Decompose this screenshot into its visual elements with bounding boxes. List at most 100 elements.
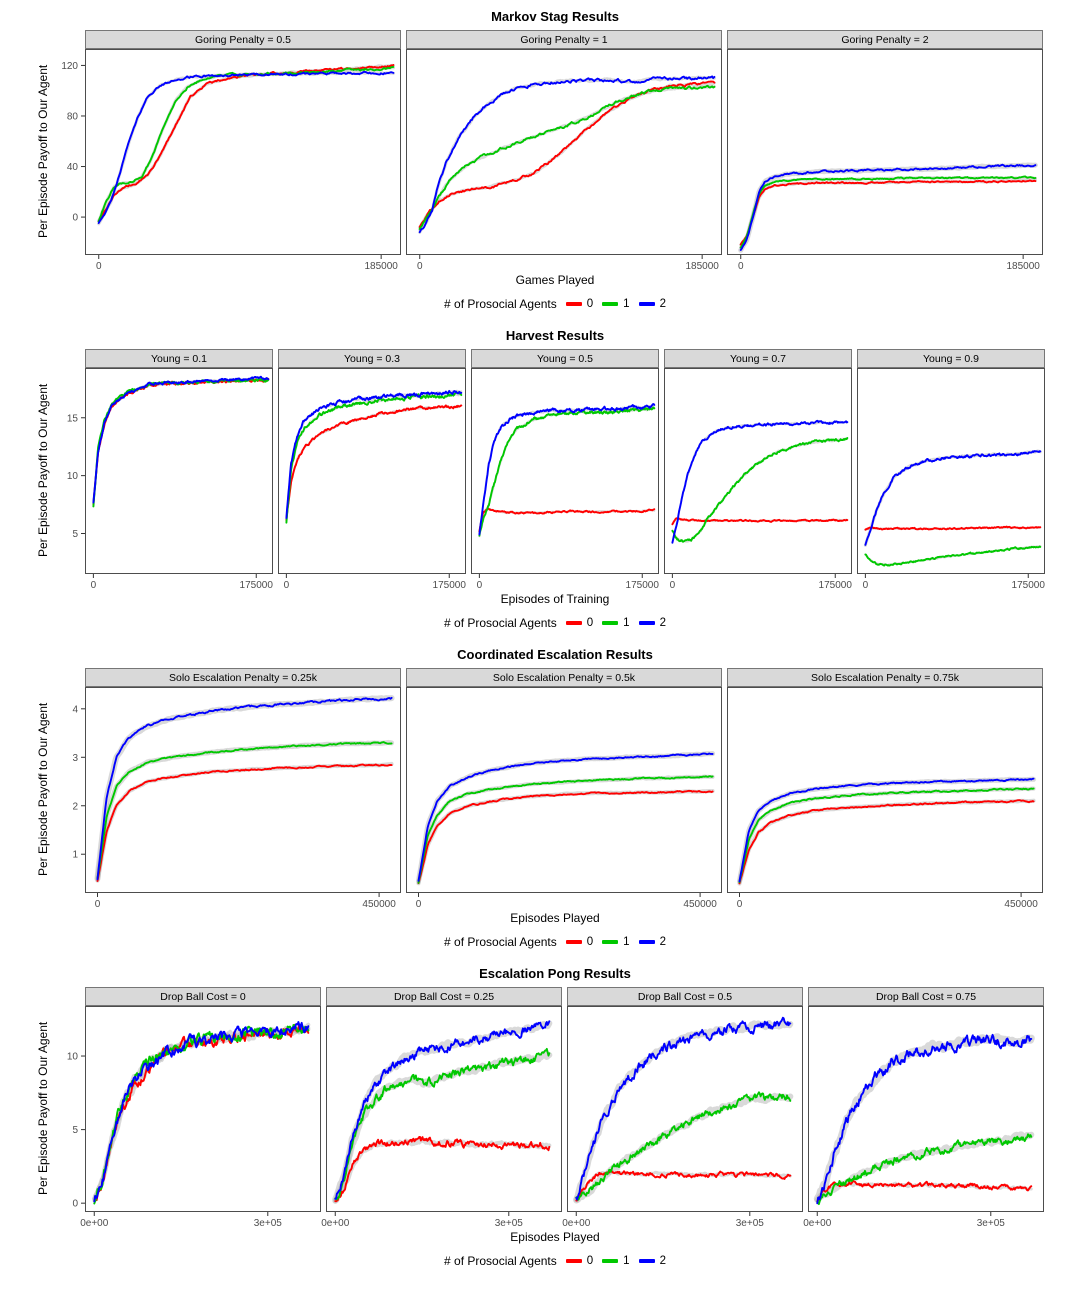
legend-entry: 1 bbox=[602, 617, 630, 629]
figure-title: Coordinated Escalation Results bbox=[457, 647, 653, 662]
y-tick-label: 15 bbox=[67, 413, 79, 424]
x-tick-label: 0e+00 bbox=[321, 1218, 350, 1229]
series-line-1 bbox=[478, 406, 656, 537]
x-tick-label: 3e+05 bbox=[977, 1218, 1006, 1229]
figure-escalation-pong: Escalation Pong Results Per Episode Payo… bbox=[35, 965, 1045, 1270]
series-line-1 bbox=[864, 545, 1042, 567]
x-tick-label: 450000 bbox=[1004, 899, 1038, 910]
x-axis-label: Episodes of Training bbox=[500, 592, 610, 606]
x-tick-label: 0 bbox=[477, 580, 483, 591]
series-line-1 bbox=[417, 775, 714, 884]
series-line-0 bbox=[738, 799, 1035, 885]
figure-title: Markov Stag Results bbox=[491, 9, 619, 24]
legend-entry: 0 bbox=[565, 617, 593, 629]
facet-chart: Solo Escalation Penalty = 0.75k 0 450000 bbox=[727, 668, 1043, 910]
x-tick-label: 0 bbox=[737, 899, 743, 910]
legend-entry: 2 bbox=[638, 936, 666, 948]
y-tick-label: 3 bbox=[72, 753, 78, 764]
x-tick-label: 185000 bbox=[685, 261, 719, 272]
x-tick-label: 175000 bbox=[433, 580, 467, 591]
series-line-2 bbox=[417, 752, 714, 882]
y-tick-label: 10 bbox=[67, 471, 79, 482]
legend-swatch-blue bbox=[638, 1259, 655, 1263]
facet-chart: Young = 0.1 0 175000 bbox=[85, 349, 273, 591]
legend-label: 0 bbox=[586, 298, 594, 310]
facet-strip-label: Young = 0.5 bbox=[537, 353, 593, 365]
legend-swatch-red bbox=[565, 302, 582, 306]
facet-row: 0 5 10 Drop Ball Cost = 0 0e+00 3e+05 Drop Bal… bbox=[51, 987, 1045, 1229]
legend-swatch-blue bbox=[638, 621, 655, 625]
legend: # of Prosocial Agents 0 1 2 bbox=[35, 1252, 1045, 1270]
legend-entry: 0 bbox=[565, 1255, 593, 1267]
legend-entry: 0 bbox=[565, 298, 594, 310]
x-tick-label: 0 bbox=[863, 580, 869, 591]
facet-strip-label: Drop Ball Cost = 0.75 bbox=[876, 991, 976, 1003]
legend-label: 1 bbox=[623, 1255, 630, 1267]
facet-strip-label: Drop Ball Cost = 0.25 bbox=[394, 991, 494, 1003]
series-line-1 bbox=[96, 741, 393, 880]
x-tick-label: 0 bbox=[91, 580, 97, 591]
y-tick-label: 0 bbox=[72, 1199, 78, 1210]
legend-label: 1 bbox=[623, 936, 630, 948]
legend-title: # of Prosocial Agents bbox=[444, 935, 557, 949]
series-line-1 bbox=[575, 1091, 792, 1201]
y-tick-label: 120 bbox=[61, 61, 78, 72]
facet-row: 5 10 15 Young = 0.1 0 175000 Young = 0.3 0 17500… bbox=[51, 349, 1045, 591]
y-axis-ticks: 0 40 80 120 bbox=[61, 61, 85, 224]
facet-strip-label: Goring Penalty = 2 bbox=[841, 34, 928, 46]
series-line-2 bbox=[285, 389, 463, 520]
series-line-0 bbox=[739, 179, 1037, 246]
y-axis-ticks: 5 10 15 bbox=[67, 413, 85, 540]
x-tick-label: 0 bbox=[670, 580, 676, 591]
y-tick-label: 5 bbox=[72, 529, 78, 540]
y-tick-label: 10 bbox=[67, 1052, 79, 1063]
legend-entry: 2 bbox=[638, 298, 666, 310]
legend-title: # of Prosocial Agents bbox=[444, 297, 557, 311]
y-axis-label: Per Episode Payoff to Our Agent bbox=[36, 1021, 50, 1195]
facet-strip-label: Goring Penalty = 0.5 bbox=[195, 34, 291, 46]
y-tick-label: 80 bbox=[67, 111, 79, 122]
legend-entry: 1 bbox=[602, 936, 630, 948]
series-line-1 bbox=[334, 1047, 551, 1201]
x-tick-label: 185000 bbox=[364, 261, 398, 272]
x-tick-label: 450000 bbox=[362, 899, 396, 910]
facet-chart: Goring Penalty = 1 0 185000 bbox=[406, 30, 722, 272]
series-line-1 bbox=[671, 437, 849, 543]
y-axis-label: Per Episode Payoff to Our Agent bbox=[36, 383, 50, 557]
series-line-0 bbox=[575, 1169, 792, 1202]
y-tick-label: 2 bbox=[72, 801, 78, 812]
facet-chart: Drop Ball Cost = 0.75 0e+00 3e+05 bbox=[803, 987, 1044, 1229]
facet-strip-label: Young = 0.3 bbox=[344, 353, 400, 365]
x-tick-label: 0 bbox=[95, 899, 101, 910]
x-tick-label: 0 bbox=[417, 261, 423, 272]
legend-entry: 2 bbox=[638, 1255, 666, 1267]
legend-swatch-red bbox=[565, 621, 582, 625]
facet-chart: Goring Penalty = 2 0 185000 bbox=[727, 30, 1043, 272]
x-tick-label: 0 bbox=[284, 580, 290, 591]
chart-area: Per Episode Payoff to Our Agent 0 5 10 Drop… bbox=[35, 987, 1045, 1229]
series-line-0 bbox=[285, 404, 463, 522]
series-line-0 bbox=[864, 525, 1042, 531]
x-tick-label: 0 bbox=[416, 899, 422, 910]
x-axis-label: Episodes Played bbox=[510, 911, 600, 925]
legend-label: 2 bbox=[659, 936, 666, 948]
facet-row: 1 2 3 4 Solo Escalation Penalty = 0.25k 0 4500… bbox=[51, 668, 1045, 910]
facet-strip-label: Solo Escalation Penalty = 0.75k bbox=[811, 672, 960, 684]
x-tick-label: 175000 bbox=[819, 580, 853, 591]
legend-label: 2 bbox=[659, 1255, 666, 1267]
legend: # of Prosocial Agents 0 1 2 bbox=[35, 295, 1045, 313]
legend-label: 2 bbox=[659, 617, 666, 629]
series-line-2 bbox=[864, 450, 1042, 546]
y-axis-label: Per Episode Payoff to Our Agent bbox=[36, 64, 50, 238]
x-tick-label: 3e+05 bbox=[254, 1218, 283, 1229]
y-axis-ticks: 1 2 3 4 bbox=[72, 704, 85, 861]
legend: # of Prosocial Agents 0 1 2 bbox=[35, 933, 1045, 951]
legend-swatch-blue bbox=[638, 940, 655, 944]
facet-chart: Solo Escalation Penalty = 0.25k 0 450000 bbox=[85, 668, 401, 910]
figure-title: Escalation Pong Results bbox=[479, 966, 631, 981]
facet-strip-label: Young = 0.9 bbox=[923, 353, 979, 365]
legend-swatch-green bbox=[602, 621, 619, 625]
legend-entry: 1 bbox=[602, 1255, 630, 1267]
x-tick-label: 0e+00 bbox=[562, 1218, 591, 1229]
series-line-0 bbox=[96, 763, 393, 882]
